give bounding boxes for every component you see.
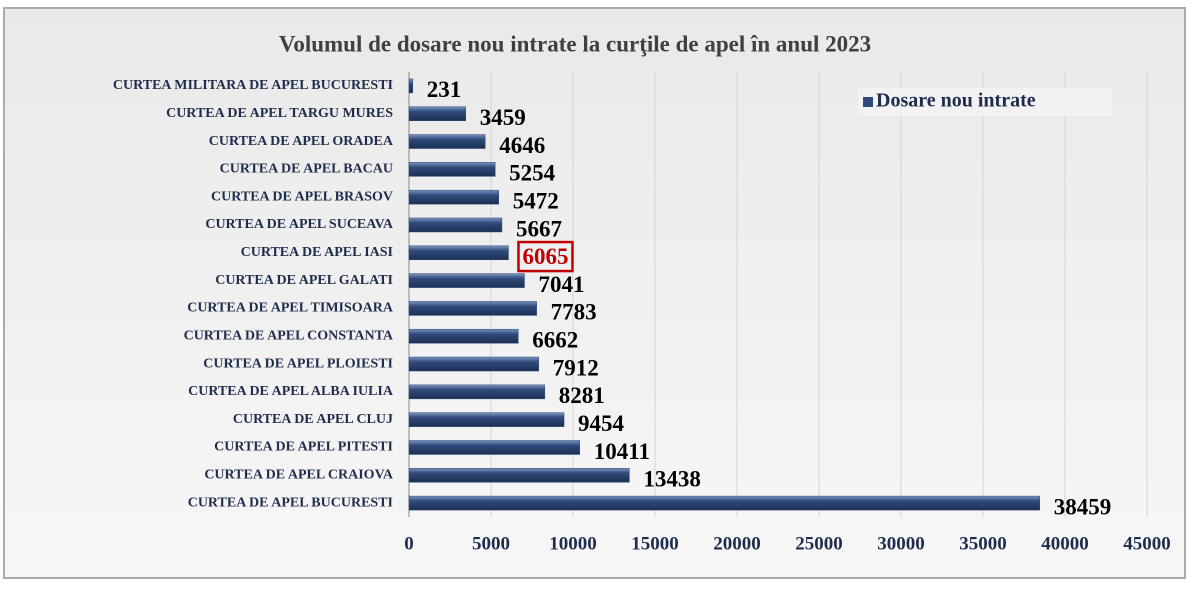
chart-title: Volumul de dosare nou intrate la curţile…: [279, 31, 871, 56]
value-label: 5472: [513, 188, 559, 213]
bar: [408, 217, 503, 233]
value-label: 10411: [594, 439, 650, 464]
legend-box: [858, 88, 1112, 116]
bar: [408, 245, 509, 261]
bar: [408, 412, 565, 427]
y-tick-label: CURTEA DE APEL PITESTI: [214, 440, 393, 455]
bar: [408, 106, 466, 121]
x-tick-label: 25000: [795, 533, 843, 554]
y-tick-label: CURTEA DE APEL PLOIESTI: [203, 356, 393, 371]
y-tick-label: CURTEA DE APEL TARGU MURES: [166, 106, 393, 121]
y-tick-label: CURTEA DE APEL TIMISOARA: [187, 301, 394, 316]
value-label: 3459: [480, 105, 526, 130]
bar: [408, 328, 519, 344]
y-tick-label: CURTEA DE APEL GALATI: [215, 273, 393, 288]
x-tick-label: 30000: [877, 533, 925, 554]
bar: [408, 440, 580, 455]
y-tick-label: CURTEA DE APEL BACAU: [220, 162, 393, 177]
x-tick-label: 20000: [713, 533, 761, 554]
bar: [408, 301, 537, 316]
y-tick-label: CURTEA MILITARA DE APEL BUCURESTI: [113, 78, 393, 93]
y-tick-label: CURTEA DE APEL CLUJ: [233, 412, 393, 427]
y-tick-label: CURTEA DE APEL IASI: [241, 245, 393, 260]
y-tick-label: CURTEA DE APEL SUCEAVA: [205, 217, 394, 232]
y-tick-label: CURTEA DE APEL ORADEA: [209, 134, 394, 149]
value-label: 8281: [559, 383, 605, 408]
bar: [408, 134, 486, 149]
y-tick-label: CURTEA DE APEL CRAIOVA: [204, 468, 394, 483]
value-label: 7783: [551, 300, 597, 325]
x-tick-label: 5000: [472, 533, 510, 554]
bar: [408, 356, 540, 372]
x-tick-label: 15000: [631, 533, 679, 554]
value-label: 38459: [1054, 494, 1112, 519]
highlight-box: [517, 240, 574, 273]
x-tick-label: 10000: [549, 533, 597, 554]
bar: [408, 189, 499, 205]
bar: [408, 384, 546, 400]
value-label: 5254: [509, 161, 556, 186]
value-label: 7912: [553, 355, 599, 380]
legend-label: Dosare nou intrate: [876, 90, 1036, 112]
bar: [408, 495, 1040, 511]
y-tick-label: CURTEA DE APEL ALBA IULIA: [188, 384, 394, 399]
y-tick-label: CURTEA DE APEL BUCURESTI: [188, 495, 393, 510]
x-tick-label: 0: [404, 533, 414, 554]
value-label: 5667: [516, 216, 562, 241]
value-label: 9454: [578, 411, 625, 436]
value-label: 4646: [499, 133, 545, 158]
legend-swatch: [863, 97, 873, 107]
x-tick-label: 35000: [959, 533, 1007, 554]
x-tick-label: 40000: [1041, 533, 1089, 554]
value-label: 6662: [532, 328, 578, 353]
bar: [408, 273, 525, 288]
value-label: 13438: [643, 467, 701, 492]
value-label: 7041: [538, 272, 584, 297]
bar: [408, 162, 496, 177]
bar: [408, 78, 414, 94]
bar: [408, 468, 630, 483]
value-label: 231: [427, 77, 462, 102]
x-tick-label: 45000: [1123, 533, 1171, 554]
y-tick-label: CURTEA DE APEL CONSTANTA: [184, 328, 394, 343]
y-tick-label: CURTEA DE APEL BRASOV: [211, 189, 393, 204]
value-label: 6065: [522, 244, 568, 269]
